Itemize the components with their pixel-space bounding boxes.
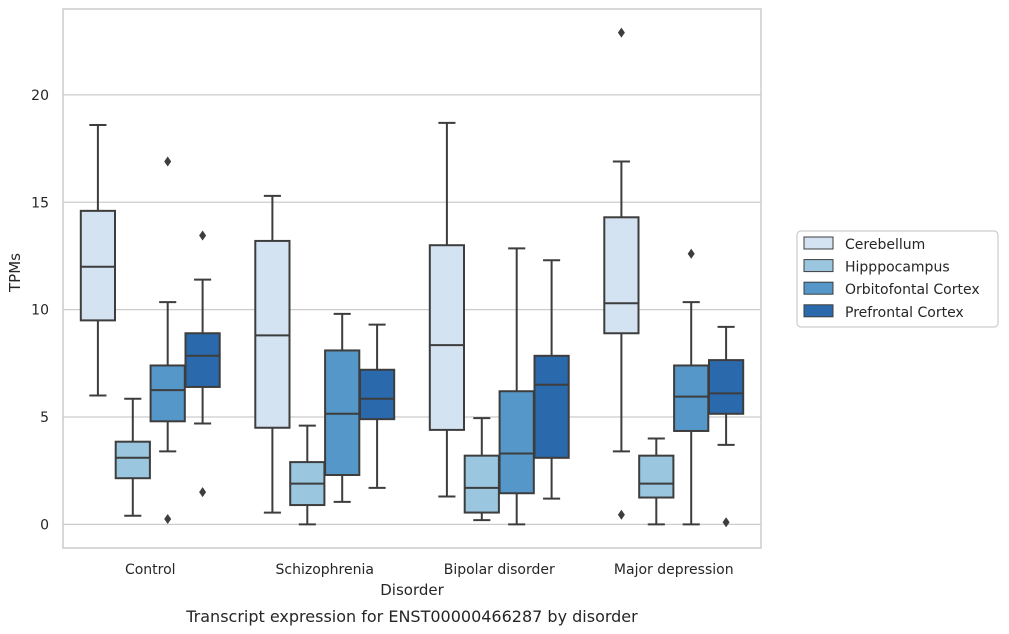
chart-caption: Transcript expression for ENST0000046628… [185,607,638,626]
box-iqr [254,239,291,429]
y-axis-label: TPMs [6,253,24,293]
outlier-point [687,248,695,259]
x-tick-label: Major depression [614,562,734,578]
legend-frame [796,230,999,328]
y-tick-label: 0 [40,517,49,533]
box-iqr [533,354,570,459]
x-tick-label: Schizophrenia [276,562,374,578]
plot-frame [62,8,762,549]
legend-swatch [803,304,834,318]
legend-label: Hipppocampus [845,260,950,276]
legend-label: Orbitofontal Cortex [845,282,980,298]
box-iqr [358,368,396,421]
box-iqr [673,364,710,432]
legend-swatch [803,281,834,295]
x-axis-label: Disorder [380,581,444,599]
outlier-point [199,487,207,498]
box-cerebellum-major-depression [603,27,640,520]
legend-label: Cerebellum [845,237,925,253]
box-hipppocampus-bipolar-disorder [463,417,500,522]
x-tick-label: Control [125,562,176,578]
box-iqr [638,454,675,499]
x-axis-ticks: Control Schizophrenia Bipolar disorder Majo… [125,562,734,578]
box-hipppocampus-control [114,397,151,517]
box-iqr [603,216,640,335]
y-tick-label: 20 [31,88,49,104]
box-cerebellum-control [79,123,117,397]
box-cerebellum-schizophrenia [254,194,291,514]
box-iqr [114,440,151,480]
box-iqr [149,364,186,423]
box-cerebellum-bipolar-disorder [428,121,466,498]
outlier-point [164,514,172,525]
x-tick-label: Bipolar disorder [444,562,555,578]
outlier-point [617,509,625,520]
box-orbitofontal-cortex-control [149,156,186,525]
outlier-point [722,517,730,528]
legend-label: Prefrontal Cortex [845,305,964,321]
box-iqr [428,244,466,431]
box-iqr [463,454,500,514]
box-iqr [184,332,221,388]
box-prefrontal-cortex-control [184,230,221,498]
legend-swatch [803,259,834,273]
outlier-point [199,230,207,241]
box-orbitofontal-cortex-bipolar-disorder [498,247,535,526]
box-iqr [324,349,361,476]
box-orbitofontal-cortex-schizophrenia [324,312,361,503]
outlier-point [164,156,172,167]
box-hipppocampus-major-depression [638,437,675,526]
legend-swatch [803,236,834,250]
legend: Cerebellum Hipppocampus Orbitofontal Corte… [796,230,999,328]
box-iqr [498,390,535,495]
y-axis-ticks: 0 5 10 15 20 [31,88,49,533]
y-tick-label: 15 [31,195,49,211]
box-prefrontal-cortex-schizophrenia [358,323,396,489]
outlier-point [617,27,625,38]
box-iqr [79,209,117,322]
y-tick-label: 10 [31,303,49,319]
box-orbitofontal-cortex-major-depression [673,248,710,526]
y-tick-label: 5 [40,410,49,426]
box-prefrontal-cortex-major-depression [707,325,745,528]
box-iqr [707,359,745,415]
box-hipppocampus-schizophrenia [289,424,326,526]
box-prefrontal-cortex-bipolar-disorder [533,259,570,500]
box-series [79,27,745,528]
